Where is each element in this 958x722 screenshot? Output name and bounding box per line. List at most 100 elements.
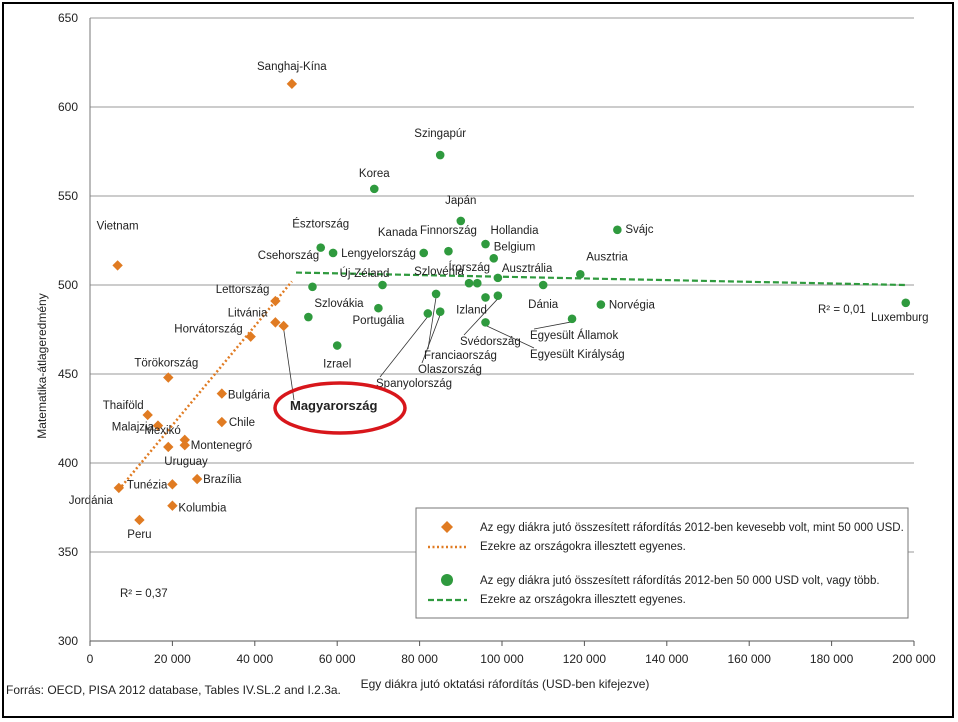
- point-label: Lengyelország: [341, 248, 416, 260]
- legend-entry-below-50k: Az egy diákra jutó összesített ráfordítá…: [480, 522, 904, 534]
- point-circle: [332, 341, 342, 350]
- y-tick-label: 300: [58, 634, 78, 648]
- point-label: Szlovénia: [414, 266, 464, 278]
- point-diamond: [245, 331, 256, 342]
- legend: Az egy diákra jutó összesített ráfordítá…: [415, 507, 909, 619]
- point-label: Brazília: [203, 474, 242, 486]
- point-circle: [316, 243, 326, 252]
- leader-line: [379, 316, 429, 378]
- point-diamond: [179, 434, 190, 446]
- point-diamond: [152, 420, 164, 431]
- point-diamond: [113, 482, 125, 494]
- point-label: Chile: [229, 417, 255, 429]
- y-tick-label: 650: [58, 11, 78, 25]
- point-circle: [538, 280, 548, 290]
- point-circle: [464, 278, 474, 288]
- point-diamond: [278, 320, 289, 332]
- point-diamond: [270, 317, 281, 328]
- point-label: Montenegró: [191, 440, 252, 452]
- x-tick-label: 80 000: [401, 652, 438, 666]
- point-label: Egyesült Államok: [530, 329, 618, 342]
- point-circle: [567, 314, 577, 324]
- y-axis-label: Matematika-átlageredmény: [35, 293, 49, 438]
- x-tick-label: 60 000: [319, 652, 356, 666]
- leader-line: [533, 321, 573, 330]
- point-circle: [419, 248, 429, 258]
- x-axis-label: Egy diákra jutó oktatási ráfordítás (USD…: [361, 677, 650, 691]
- point-label: Olaszország: [418, 364, 482, 376]
- x-tick-label: 180 000: [810, 652, 854, 666]
- point-circle: [481, 239, 490, 249]
- legend-fit-below-50k: Ezekre az országokra illesztett egyenes.: [480, 541, 686, 553]
- leader-line: [485, 325, 535, 349]
- point-diamond: [216, 416, 228, 428]
- point-circle: [444, 246, 453, 256]
- point-circle: [901, 298, 911, 308]
- point-circle: [481, 318, 490, 327]
- point-circle: [304, 312, 313, 322]
- fit-line-below-50k: [117, 280, 293, 491]
- point-label: Tunézia: [127, 479, 168, 491]
- x-tick-label: 0: [87, 652, 94, 666]
- point-label: Vietnam: [97, 220, 139, 232]
- point-diamond: [179, 440, 190, 451]
- point-label: Sanghaj-Kína: [257, 61, 327, 73]
- leader-line: [283, 328, 295, 401]
- label-leader-lines: [283, 296, 573, 401]
- point-label: Egyesült Királyság: [530, 349, 625, 361]
- fit-line-above-50k: [295, 271, 906, 287]
- y-tick-label: 550: [58, 189, 78, 203]
- point-label: Bulgária: [228, 390, 271, 402]
- point-label: Izland: [456, 304, 487, 316]
- axes: 300 350 400 450 500 550 600 650 0 20 000 40 000 60 …: [58, 11, 936, 666]
- legend-circle-icon: [441, 574, 453, 586]
- x-tick-label: 160 000: [728, 652, 772, 666]
- point-diamond: [216, 388, 228, 399]
- point-label: Thaiföld: [103, 400, 144, 412]
- legend-entry-above-50k: Az egy diákra jutó összesített ráfordítá…: [480, 575, 880, 587]
- point-label: Írország: [449, 261, 491, 274]
- point-diamond: [167, 479, 178, 490]
- x-tick-label: 100 000: [480, 652, 524, 666]
- point-circle: [596, 300, 606, 309]
- point-circle: [613, 225, 622, 235]
- point-diamond: [163, 372, 174, 383]
- point-label: Hollandia: [491, 225, 540, 237]
- y-tick-label: 500: [58, 278, 78, 292]
- fit-lines: [117, 271, 906, 491]
- leader-line: [427, 296, 437, 350]
- point-circle: [456, 216, 466, 226]
- r2-label-above-50k: R² = 0,01: [818, 304, 866, 316]
- legend-box: [415, 507, 909, 619]
- point-circle: [378, 280, 387, 290]
- point-label: Ausztria: [586, 251, 628, 263]
- point-diamond: [134, 514, 145, 526]
- point-circle: [423, 309, 433, 318]
- point-label: Kolumbia: [178, 503, 227, 515]
- point-label: Luxemburg: [871, 312, 929, 324]
- r2-label-below-50k: R² = 0,37: [120, 588, 168, 600]
- point-label: Finnország: [420, 225, 477, 237]
- point-label: Belgium: [494, 241, 536, 253]
- leader-line: [463, 298, 499, 336]
- point-label: Lettország: [216, 284, 270, 296]
- point-label: Szingapúr: [414, 128, 466, 140]
- point-label: Dánia: [528, 299, 559, 311]
- point-diamond: [167, 500, 178, 511]
- point-circle: [431, 289, 441, 299]
- point-label: Törökország: [134, 358, 198, 370]
- point-label: Magyarország: [290, 398, 377, 413]
- y-tick-label: 600: [58, 100, 78, 114]
- point-label: Litvánia: [228, 307, 268, 319]
- point-label: Új-Zéland: [340, 267, 390, 280]
- point-circle: [493, 273, 503, 283]
- legend-diamond-icon: [441, 521, 453, 533]
- point-label: Ausztrália: [502, 263, 553, 275]
- point-label: Uruguay: [164, 456, 208, 468]
- point-label: Japán: [445, 195, 476, 207]
- point-label: Izrael: [323, 359, 351, 371]
- point-circle: [328, 248, 338, 258]
- x-tick-label: 120 000: [563, 652, 607, 666]
- source-note: Forrás: OECD, PISA 2012 database, Tables…: [6, 683, 341, 697]
- grid-lines: [90, 17, 914, 553]
